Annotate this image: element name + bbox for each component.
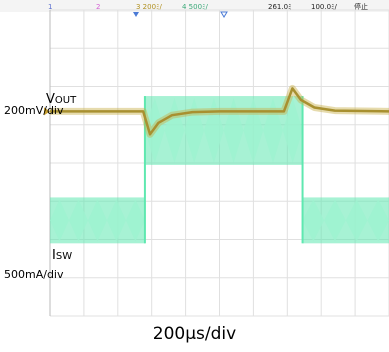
header-run-state: 停止 <box>354 2 368 11</box>
vout-label-main: V <box>46 92 55 107</box>
header-ch1: 1 <box>48 3 52 11</box>
vout-label-sub: OUT <box>54 95 77 106</box>
vout-trace <box>50 87 389 136</box>
isw-scale-label: 500mA/div <box>4 268 64 281</box>
vout-label: VOUT <box>46 88 76 107</box>
time-per-division-caption: 200μs/div <box>152 324 237 344</box>
isw-rise-edge <box>143 96 146 244</box>
header-ch4-scale: 4 500ﾐ/ <box>182 3 209 11</box>
isw-ripple <box>302 199 389 242</box>
header-timebase: 100.0ﾐ/ <box>311 3 338 11</box>
isw-ripple <box>50 199 145 242</box>
isw-label-sub: SW <box>55 251 73 262</box>
trigger-marker-icon <box>133 12 139 17</box>
isw-label: ISW <box>52 244 72 263</box>
vout-scale-label: 200mV/div <box>4 104 64 117</box>
isw-label-main: I <box>52 248 56 263</box>
oscilloscope-display: 1 2 3 200ﾐ/4 500ﾐ/261.0ﾐ 100.0ﾐ/停止 <box>0 0 389 317</box>
header-bar <box>0 0 389 12</box>
vout-ground-marker-icon <box>44 107 50 116</box>
header-ch2: 2 <box>96 3 100 11</box>
trigger-position-icon <box>220 11 228 18</box>
isw-fall-edge <box>301 96 304 244</box>
header-time-offset: 261.0ﾐ <box>268 3 292 11</box>
isw-ripple <box>144 98 303 163</box>
header-ch3-scale: 3 200ﾐ/ <box>136 3 163 11</box>
